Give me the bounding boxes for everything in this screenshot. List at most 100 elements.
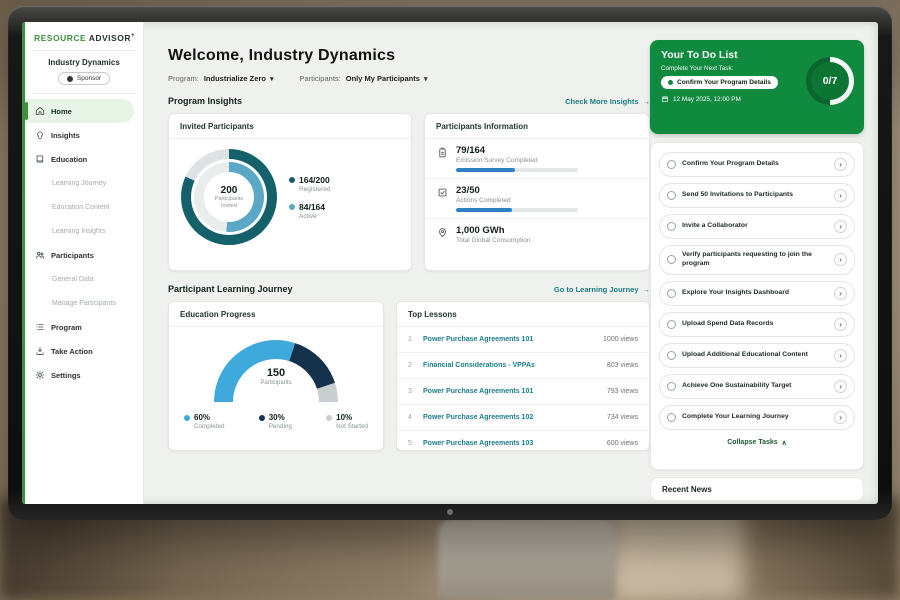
- clipboard-icon: [437, 147, 448, 158]
- page-title: Welcome, Industry Dynamics: [168, 47, 396, 64]
- sidebar-item-manage-participants[interactable]: Manage Participants: [25, 291, 143, 315]
- check-more-insights-link[interactable]: Check More Insights →: [565, 97, 650, 106]
- sidebar-item-take-action[interactable]: Take Action: [25, 339, 143, 363]
- task-label: Achieve One Sustainability Target: [682, 381, 792, 389]
- chevron-right-icon[interactable]: ›: [834, 379, 847, 393]
- app-screen: RESOURCE ADVISOR+ Industry Dynamics Spon…: [22, 22, 878, 504]
- task-row[interactable]: Achieve One Sustainability Target ›: [659, 373, 855, 399]
- org-name: Industry Dynamics: [48, 58, 120, 67]
- task-label: Invite a Collaborator: [682, 222, 748, 230]
- divider: [32, 93, 136, 94]
- book-icon: [35, 154, 45, 164]
- stat-actions-completed: 23/50 Actions Completed: [425, 179, 649, 219]
- legend-dot: [289, 203, 295, 210]
- sidebar-item-label: Settings: [51, 370, 81, 380]
- task-row[interactable]: Send 50 Invitations to Participants ›: [659, 183, 855, 208]
- collapse-tasks-button[interactable]: Collapse Tasks ∧: [659, 439, 855, 447]
- chevron-up-icon: ∧: [781, 439, 787, 447]
- task-row[interactable]: Upload Spend Data Records ›: [659, 311, 855, 337]
- sidebar-item-general-data[interactable]: General Data: [25, 267, 143, 291]
- task-row[interactable]: Verify participants requesting to join t…: [659, 245, 855, 275]
- task-checkbox[interactable]: [667, 319, 676, 329]
- link-label: Check More Insights: [565, 96, 639, 106]
- sidebar-item-education-content[interactable]: Education Content: [25, 195, 143, 219]
- task-row[interactable]: Invite a Collaborator ›: [659, 214, 855, 239]
- legend-item-not-started: 10% Not Started: [326, 413, 368, 430]
- donut-center-value: 200: [220, 184, 238, 196]
- task-checkbox[interactable]: [667, 350, 676, 360]
- todo-task-list: Confirm Your Program Details › Send 50 I…: [650, 142, 864, 470]
- todo-title: Your To Do List: [661, 49, 738, 61]
- top-lessons-card: Top Lessons 1 Power Purchase Agreements …: [396, 301, 650, 451]
- legend-label: Registered: [299, 185, 331, 193]
- chevron-right-icon[interactable]: ›: [834, 253, 847, 267]
- lesson-link[interactable]: Power Purchase Agreements 101: [423, 336, 534, 343]
- sidebar-item-settings[interactable]: Settings: [25, 363, 143, 387]
- program-filter-label: Program:: [168, 74, 199, 83]
- legend-item-pending: 30% Pending: [258, 413, 292, 430]
- monitor-stand: [438, 519, 616, 600]
- todo-progress-ring: 0/7: [806, 57, 854, 105]
- next-task-pill[interactable]: Confirm Your Program Details: [661, 76, 778, 89]
- sidebar-item-participants[interactable]: Participants: [25, 243, 143, 267]
- legend-value: 10%: [336, 413, 353, 422]
- lesson-row: 1 Power Purchase Agreements 101 1000 vie…: [397, 327, 649, 353]
- task-checkbox[interactable]: [667, 412, 676, 422]
- legend-value: 30%: [268, 413, 285, 422]
- lesson-link[interactable]: Power Purchase Agreements 101: [423, 388, 534, 395]
- sponsor-badge: Sponsor: [57, 72, 111, 85]
- lesson-views: 803 views: [606, 362, 638, 369]
- sidebar-item-insights[interactable]: Insights: [25, 123, 143, 147]
- sidebar-item-home[interactable]: Home: [25, 99, 134, 123]
- chevron-right-icon[interactable]: ›: [834, 158, 847, 171]
- sidebar-item-education[interactable]: Education: [25, 147, 143, 171]
- sidebar-item-label: Education: [51, 154, 88, 164]
- lesson-views: 600 views: [606, 440, 638, 447]
- arrow-right-icon: →: [642, 284, 651, 294]
- go-to-learning-journey-link[interactable]: Go to Learning Journey →: [554, 285, 650, 294]
- task-label: Explore Your Insights Dashboard: [682, 288, 790, 296]
- lesson-link[interactable]: Power Purchase Agreements 102: [423, 414, 534, 421]
- program-select[interactable]: Industrialize Zero ▾: [204, 74, 274, 83]
- task-row[interactable]: Confirm Your Program Details ›: [659, 152, 855, 177]
- sidebar-item-label: Participants: [51, 250, 94, 260]
- chevron-right-icon[interactable]: ›: [834, 317, 847, 331]
- card-title: Invited Participants: [169, 114, 411, 139]
- task-checkbox[interactable]: [667, 160, 676, 169]
- recent-news-header[interactable]: Recent News: [650, 477, 864, 501]
- lesson-link[interactable]: Power Purchase Agreements 103: [423, 440, 534, 447]
- task-row[interactable]: Explore Your Insights Dashboard ›: [659, 280, 855, 306]
- task-label: Complete Your Learning Journey: [682, 412, 789, 420]
- lesson-link[interactable]: Financial Considerations - VPPAs: [423, 362, 535, 369]
- participants-filter-label: Participants:: [299, 74, 341, 83]
- chevron-right-icon[interactable]: ›: [834, 410, 847, 424]
- sidebar-nav: Home Insights Education Learning Journey…: [25, 99, 143, 387]
- participants-select[interactable]: Only My Participants ▾: [346, 74, 428, 83]
- arrow-right-icon: →: [642, 96, 651, 106]
- task-checkbox[interactable]: [667, 288, 676, 298]
- chevron-right-icon[interactable]: ›: [834, 348, 847, 362]
- sidebar-item-learning-insights[interactable]: Learning Insights: [25, 219, 143, 243]
- task-checkbox[interactable]: [667, 255, 676, 265]
- lesson-rank: 3: [408, 388, 412, 395]
- lesson-rank: 2: [408, 362, 412, 369]
- chevron-right-icon[interactable]: ›: [834, 189, 847, 202]
- card-title: Education Progress: [169, 302, 383, 327]
- stat-emission-survey: 79/164 Emission Survey Completed: [425, 139, 649, 179]
- sidebar-item-program[interactable]: Program: [25, 315, 143, 339]
- task-row[interactable]: Upload Additional Educational Content ›: [659, 342, 855, 368]
- chevron-right-icon[interactable]: ›: [834, 220, 847, 233]
- download-icon: [35, 346, 45, 356]
- task-label: Send 50 Invitations to Participants: [682, 191, 794, 199]
- legend-value: 164/200: [299, 174, 330, 185]
- logo-word-resource: RESOURCE: [34, 33, 87, 43]
- task-label: Upload Spend Data Records: [682, 319, 774, 327]
- chevron-right-icon[interactable]: ›: [834, 286, 847, 300]
- legend-item-registered: 164/200 Registered: [289, 175, 330, 193]
- task-row[interactable]: Complete Your Learning Journey ›: [659, 404, 855, 430]
- sidebar-item-learning-journey[interactable]: Learning Journey: [25, 171, 143, 195]
- task-checkbox[interactable]: [667, 191, 676, 200]
- stat-value: 79/164: [456, 145, 486, 156]
- task-checkbox[interactable]: [667, 381, 676, 391]
- task-checkbox[interactable]: [667, 222, 676, 231]
